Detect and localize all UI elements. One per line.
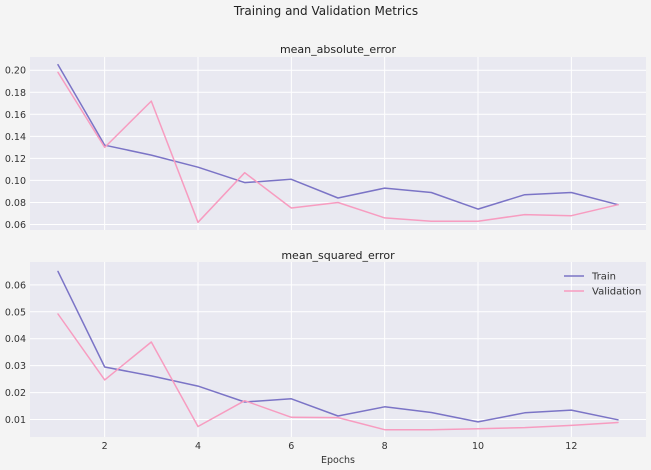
train-data-point [570,408,573,411]
validation-data-point [103,378,106,381]
y-tick-label: 0.04 [5,334,26,345]
validation-data-point [570,424,573,427]
y-tick-label: 0.16 [5,110,26,121]
y-tick-label: 0.06 [5,280,26,291]
train-data-point [383,405,386,408]
validation-data-point [243,399,246,402]
validation-data-point [383,428,386,431]
x-tick-label: 12 [565,441,577,452]
x-tick-label: 10 [472,441,484,452]
train-data-point [150,153,153,156]
train-series-line [57,270,619,423]
y-tick-label: 0.06 [5,220,26,231]
y-tick-label: 0.05 [5,307,26,318]
train-data-point [196,385,199,388]
validation-data-point [430,220,433,223]
train-data-point [523,193,526,196]
validation-data-point [150,99,153,102]
validation-data-point [336,201,339,204]
validation-data-point [196,425,199,428]
y-tick-label: 0.03 [5,361,26,372]
train-data-point [243,181,246,184]
validation-data-point [56,312,59,315]
validation-data-point [56,71,59,74]
validation-data-point [476,220,479,223]
train-series-line [57,63,619,210]
validation-data-point [196,221,199,224]
validation-data-point [150,340,153,343]
train-data-point [290,397,293,400]
train-data-point [430,191,433,194]
mse-chart: 0.01 0.02 0.03 0.04 0.05 0.06 2 4 6 8 10 12 mean_squ… [5,249,646,466]
train-data-point [103,365,106,368]
x-axis-label: Epochs [321,455,355,466]
train-data-point [290,178,293,181]
y-tick-label: 0.02 [5,388,26,399]
x-tick-label: 6 [288,441,294,452]
validation-data-point [476,427,479,430]
validation-data-point [290,416,293,419]
plot-area [30,57,646,230]
y-tick-label: 0.20 [5,66,26,77]
y-tick-label: 0.08 [5,198,26,209]
train-data-point [523,411,526,414]
validation-series-line [57,71,619,224]
y-tick-label: 0.10 [5,176,26,187]
validation-data-point [616,421,619,424]
y-tick-label: 0.01 [5,415,26,426]
validation-data-point [336,416,339,419]
train-data-point [56,63,59,66]
validation-data-point [523,213,526,216]
y-tick-label: 0.14 [5,132,26,143]
validation-data-point [103,146,106,149]
validation-data-point [243,171,246,174]
plot-area [30,262,646,437]
validation-data-point [290,206,293,209]
x-tick-label: 8 [382,441,388,452]
validation-data-point [616,203,619,206]
legend-label-train: Train [591,272,616,283]
mae-chart: 0.06 0.08 0.10 0.12 0.14 0.16 0.18 0.20 mean_abs… [5,43,646,231]
validation-data-point [383,216,386,219]
validation-series-line [57,313,619,431]
train-data-point [430,411,433,414]
validation-data-point [430,428,433,431]
validation-data-point [523,426,526,429]
train-data-point [570,191,573,194]
train-data-point [476,207,479,210]
figure-title: Training and Validation Metrics [233,4,418,18]
legend-label-validation: Validation [592,287,641,298]
subplot-title: mean_absolute_error [280,43,397,56]
x-tick-label: 2 [102,441,108,452]
x-tick-label: 4 [195,441,201,452]
subplot-title: mean_squared_error [281,249,395,262]
train-data-point [476,420,479,423]
train-data-point [336,196,339,199]
train-data-point [196,166,199,169]
validation-data-point [570,214,573,217]
y-tick-label: 0.12 [5,154,26,165]
train-data-point [383,187,386,190]
y-tick-label: 0.18 [5,88,26,99]
train-data-point [56,270,59,273]
train-data-point [150,374,153,377]
